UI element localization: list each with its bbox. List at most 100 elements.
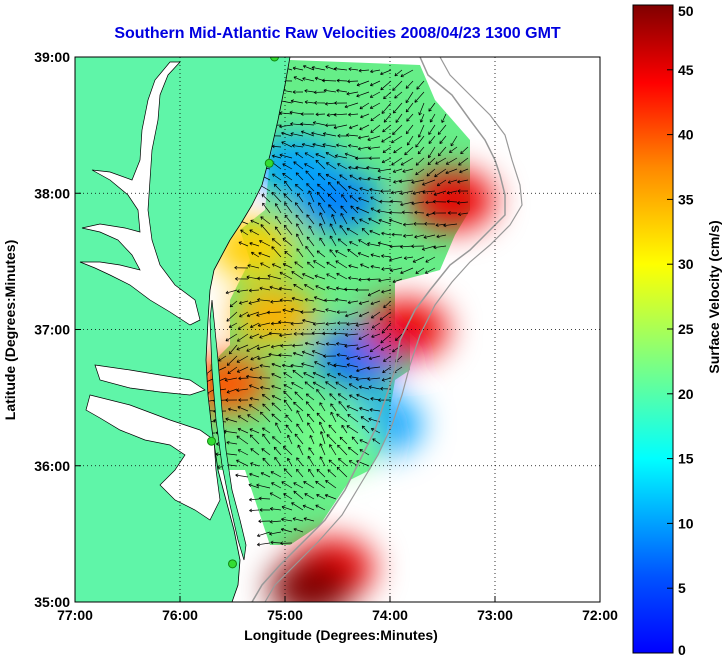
velocity-arrow: [314, 274, 326, 280]
velocity-arrow: [346, 322, 359, 326]
colorbar-tick-label: 30: [678, 256, 694, 272]
velocity-arrow: [280, 343, 293, 348]
velocity-arrow: [437, 124, 447, 135]
velocity-arrow: [344, 152, 359, 159]
velocity-arrow: [305, 170, 315, 181]
velocity-arrow: [259, 363, 271, 368]
velocity-arrow: [400, 267, 414, 275]
velocity-arrow: [336, 181, 348, 192]
velocity-arrow: [271, 482, 282, 489]
velocity-arrow: [340, 205, 348, 214]
velocity-arrow: [380, 344, 392, 351]
velocity-arrow: [358, 239, 370, 247]
velocity-arrow: [367, 135, 381, 141]
velocity-arrow: [313, 260, 326, 269]
velocity-arrow: [392, 168, 403, 173]
velocity-arrow: [325, 381, 337, 390]
velocity-arrow: [326, 286, 337, 291]
velocity-arrow: [325, 162, 337, 170]
velocity-arrow: [348, 185, 359, 192]
velocity-arrow: [358, 311, 370, 318]
velocity-arrow: [445, 157, 458, 165]
velocity-arrow: [458, 157, 469, 166]
velocity-arrow: [415, 157, 425, 166]
velocity-arrow: [357, 146, 370, 151]
velocity-arrow: [336, 272, 348, 280]
velocity-arrow: [283, 468, 293, 478]
velocity-arrow: [306, 261, 315, 269]
velocity-arrow: [294, 183, 304, 192]
velocity-arrow: [381, 231, 392, 236]
velocity-arrow: [379, 311, 392, 321]
velocity-arrow: [369, 229, 381, 236]
velocity-arrow: [271, 191, 282, 203]
velocity-arrow: [290, 122, 304, 126]
x-tick-label: 74:00: [372, 607, 408, 623]
velocity-arrow: [383, 355, 392, 362]
velocity-arrow: [292, 66, 304, 71]
velocity-arrow: [270, 344, 282, 349]
velocity-arrow: [250, 219, 260, 225]
velocity-arrow: [450, 135, 458, 147]
velocity-arrow: [324, 493, 337, 500]
velocity-arrow: [350, 205, 359, 214]
velocity-arrow: [289, 110, 304, 115]
velocity-arrow: [273, 446, 282, 456]
velocity-arrow: [330, 403, 337, 412]
velocity-arrow: [271, 402, 282, 412]
velocity-arrow: [341, 424, 348, 434]
velocity-arrow: [348, 375, 359, 379]
velocity-arrow: [348, 112, 359, 117]
velocity-arrow: [281, 131, 293, 137]
velocity-arrow: [303, 481, 315, 489]
velocity-arrow: [304, 284, 315, 291]
velocity-arrow: [274, 456, 282, 467]
velocity-arrow: [236, 344, 249, 351]
velocity-arrow: [249, 428, 260, 434]
velocity-arrow: [326, 261, 337, 269]
velocity-arrow: [284, 202, 293, 214]
velocity-arrow: [370, 196, 381, 203]
velocity-arrow: [334, 154, 348, 159]
velocity-arrow: [305, 401, 315, 412]
velocity-arrow: [381, 135, 392, 143]
albemarle-sound: [94, 364, 206, 396]
velocity-arrow: [358, 277, 370, 282]
velocity-arrow: [345, 311, 359, 318]
velocity-arrow: [329, 249, 337, 258]
velocity-arrow: [358, 68, 370, 73]
velocity-arrow: [436, 234, 447, 239]
velocity-arrow: [349, 241, 359, 247]
velocity-arrow: [347, 248, 359, 258]
velocity-arrow: [377, 209, 392, 214]
velocity-arrow: [296, 223, 304, 236]
velocity-arrow: [271, 413, 282, 423]
colorbar-tick-label: 40: [678, 127, 694, 143]
velocity-arrow: [308, 201, 315, 214]
velocity-arrow: [326, 273, 337, 280]
velocity-arrow: [315, 504, 326, 511]
velocity-arrow: [330, 411, 337, 423]
velocity-arrow: [314, 101, 326, 105]
velocity-arrow: [324, 298, 337, 303]
velocity-arrow: [236, 459, 249, 467]
velocity-arrow: [319, 443, 326, 456]
velocity-arrow: [325, 123, 337, 128]
velocity-arrow: [312, 121, 326, 126]
velocity-arrow: [249, 396, 260, 401]
x-tick-label: 77:00: [57, 607, 93, 623]
velocity-arrow: [381, 157, 392, 164]
velocity-arrow: [303, 372, 315, 379]
velocity-arrow: [281, 141, 293, 148]
velocity-arrow: [238, 398, 249, 402]
velocity-arrow: [401, 210, 414, 215]
colorbar-tick-label: 45: [678, 62, 694, 78]
velocity-arrow: [419, 113, 425, 123]
velocity-arrow: [446, 199, 458, 204]
velocity-arrow: [338, 401, 348, 412]
velocity-arrow: [246, 344, 260, 352]
velocity-arrow: [382, 366, 392, 374]
velocity-arrow: [303, 517, 315, 522]
velocity-arrow: [325, 65, 337, 71]
